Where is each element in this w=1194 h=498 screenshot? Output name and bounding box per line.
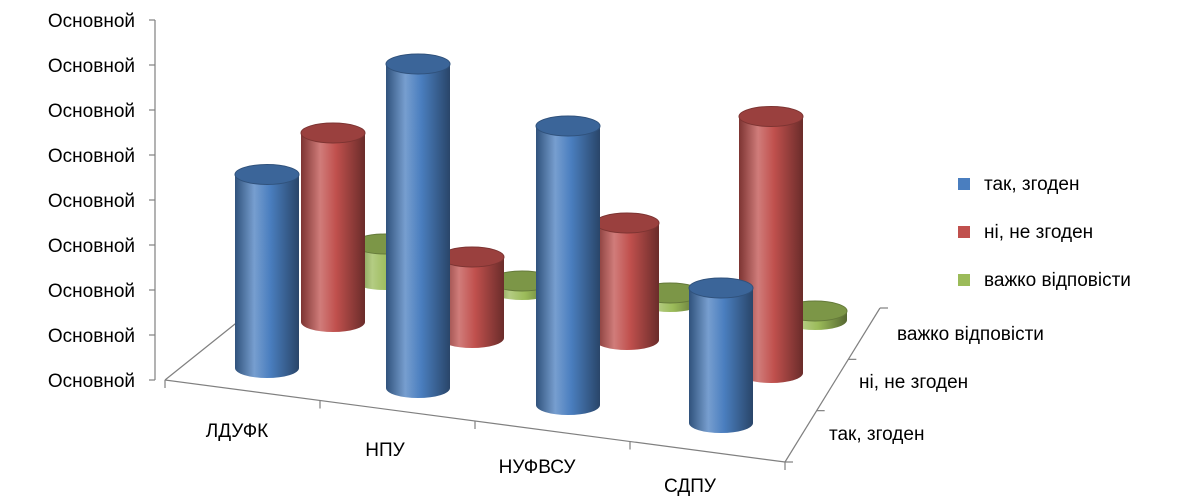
bar <box>535 115 601 415</box>
chart-frame <box>149 19 888 470</box>
legend-swatch <box>958 226 970 238</box>
legend-swatch <box>958 274 970 286</box>
depth-axis-label: ні, не згоден <box>859 372 968 393</box>
y-tick-label: Основной <box>48 191 135 212</box>
x-category-label: НПУ <box>365 440 405 461</box>
depth-axis-label: так, згоден <box>829 424 924 445</box>
y-tick-label: Основной <box>48 326 135 347</box>
x-category-label: НУФВСУ <box>499 457 577 478</box>
legend: так, згоден ні, не згоден важко відповісти <box>958 174 1131 291</box>
bar <box>300 122 366 332</box>
y-tick-label: Основной <box>48 281 135 302</box>
legend-item: важко відповісти <box>958 270 1131 291</box>
bar <box>385 53 451 398</box>
bars <box>234 53 848 433</box>
y-tick-label: Основной <box>48 56 135 77</box>
y-tick-label: Основной <box>48 236 135 257</box>
bar <box>234 164 300 378</box>
legend-swatch <box>958 178 970 190</box>
legend-label: так, згоден <box>984 174 1079 195</box>
bar <box>594 212 660 350</box>
bar <box>439 246 505 348</box>
y-tick-label: Основной <box>48 11 135 32</box>
y-tick-label: Основной <box>48 146 135 167</box>
depth-axis-label: важко відповісти <box>897 324 1044 345</box>
x-category-label: ЛДУФК <box>206 421 269 442</box>
y-axis-tick-labels: Основной Основной Основной Основной Основной… <box>48 11 135 392</box>
x-category-label: СДПУ <box>664 476 717 497</box>
bar <box>688 277 754 433</box>
x-axis-category-labels: ЛДУФК НПУ НУФВСУ СДПУ <box>206 421 717 497</box>
legend-label: ні, не згоден <box>984 222 1093 243</box>
y-tick-label: Основной <box>48 371 135 392</box>
bar <box>738 106 804 383</box>
legend-item: ні, не згоден <box>958 222 1093 243</box>
y-tick-label: Основной <box>48 101 135 122</box>
legend-item: так, згоден <box>958 174 1079 195</box>
depth-axis-labels: так, згоден ні, не згоден важко відповісти <box>829 324 1044 445</box>
legend-label: важко відповісти <box>984 270 1131 291</box>
